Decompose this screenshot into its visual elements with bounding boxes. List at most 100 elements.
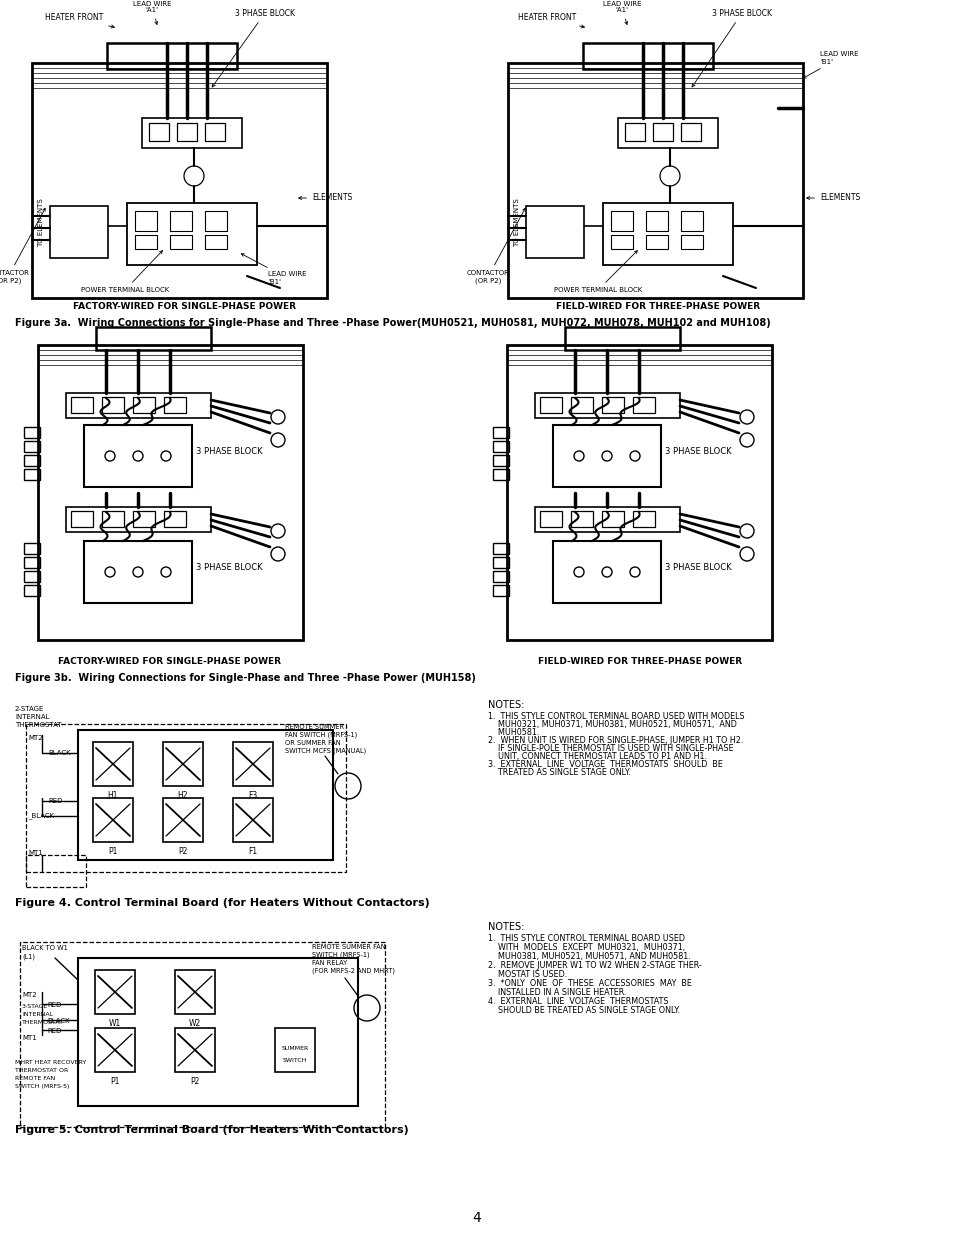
Text: Figure 3a.  Wiring Connections for Single-Phase and Three -Phase Power(MUH0521, : Figure 3a. Wiring Connections for Single…	[15, 317, 770, 329]
Text: P2: P2	[190, 1077, 199, 1086]
Text: LEAD WIRE
'B1': LEAD WIRE 'B1'	[241, 253, 306, 284]
Bar	[493, 571, 509, 582]
Bar	[633, 511, 655, 527]
Text: 3.  *ONLY  ONE  OF  THESE  ACCESSORIES  MAY  BE: 3. *ONLY ONE OF THESE ACCESSORIES MAY BE	[488, 979, 691, 988]
Bar	[38, 345, 303, 640]
Bar	[92, 798, 132, 842]
Bar	[493, 557, 509, 568]
Bar	[493, 469, 509, 480]
Text: THERMOSTAT OR: THERMOSTAT OR	[15, 1068, 69, 1073]
Text: (L1): (L1)	[22, 953, 35, 960]
Bar	[205, 124, 225, 141]
Text: F3: F3	[248, 790, 257, 800]
Text: SWITCH (MRFS-1): SWITCH (MRFS-1)	[312, 952, 369, 958]
Bar	[233, 742, 273, 785]
Bar	[535, 393, 679, 417]
Bar	[525, 206, 583, 258]
Text: FACTORY-WIRED FOR SINGLE-PHASE POWER: FACTORY-WIRED FOR SINGLE-PHASE POWER	[58, 657, 281, 666]
Text: TO ELEMENTS: TO ELEMENTS	[38, 199, 44, 247]
Text: UNIT, CONNECT THERMOSTAT LEADS TO P1 AND H1.: UNIT, CONNECT THERMOSTAT LEADS TO P1 AND…	[488, 752, 706, 761]
Text: LEAD WIRE
'A1': LEAD WIRE 'A1'	[602, 0, 640, 25]
Bar	[493, 543, 509, 555]
Text: 4: 4	[472, 1212, 481, 1225]
Text: FACTORY-WIRED FOR SINGLE-PHASE POWER: FACTORY-WIRED FOR SINGLE-PHASE POWER	[73, 303, 296, 311]
Bar	[493, 427, 509, 438]
Text: 2.  REMOVE JUMPER W1 TO W2 WHEN 2-STAGE THER-: 2. REMOVE JUMPER W1 TO W2 WHEN 2-STAGE T…	[488, 961, 701, 969]
Bar	[571, 396, 593, 412]
Text: TO ELEMENTS: TO ELEMENTS	[514, 199, 519, 247]
Bar	[24, 571, 40, 582]
Bar	[274, 1028, 314, 1072]
Bar	[26, 724, 346, 872]
Bar	[233, 798, 273, 842]
Bar	[163, 798, 203, 842]
Bar	[107, 43, 236, 69]
Bar	[24, 454, 40, 466]
Bar	[135, 211, 157, 231]
Bar	[127, 203, 256, 266]
Bar	[164, 396, 186, 412]
Bar	[680, 124, 700, 141]
Text: P1: P1	[111, 1077, 119, 1086]
Bar	[92, 742, 132, 785]
Bar	[66, 508, 211, 532]
Text: FAN SWITCH (MRFS-1): FAN SWITCH (MRFS-1)	[285, 732, 356, 739]
Bar	[96, 327, 211, 350]
Bar	[601, 511, 623, 527]
Bar	[610, 235, 633, 249]
Bar	[170, 235, 192, 249]
Text: (FOR MRFS-2 AND MHRT): (FOR MRFS-2 AND MHRT)	[312, 968, 395, 974]
Text: NOTES:: NOTES:	[488, 923, 524, 932]
Bar	[493, 454, 509, 466]
Text: CONTACTOR
(OR P2): CONTACTOR (OR P2)	[466, 209, 525, 284]
Bar	[645, 235, 667, 249]
Bar	[618, 119, 718, 148]
Text: SUMMER: SUMMER	[281, 1046, 309, 1051]
Bar	[174, 1028, 214, 1072]
Text: MUH0381, MUH0521, MUH0571, AND MUH0581.: MUH0381, MUH0521, MUH0571, AND MUH0581.	[488, 952, 690, 961]
Bar	[601, 396, 623, 412]
Bar	[24, 427, 40, 438]
Text: SWITCH: SWITCH	[282, 1057, 307, 1062]
Text: 3 PHASE BLOCK: 3 PHASE BLOCK	[212, 9, 294, 86]
Bar	[24, 557, 40, 568]
Bar	[71, 511, 92, 527]
Bar	[553, 425, 660, 487]
Bar	[71, 396, 92, 412]
Text: 3 PHASE BLOCK: 3 PHASE BLOCK	[664, 562, 731, 572]
Bar	[50, 206, 108, 258]
Text: LEAD WIRE
'B1': LEAD WIRE 'B1'	[802, 52, 858, 78]
Bar	[652, 124, 672, 141]
Bar	[102, 396, 124, 412]
Bar	[163, 742, 203, 785]
Bar	[24, 585, 40, 597]
Bar	[539, 511, 561, 527]
Bar	[205, 235, 227, 249]
Text: MT2: MT2	[22, 992, 36, 998]
Text: FIELD-WIRED FOR THREE-PHASE POWER: FIELD-WIRED FOR THREE-PHASE POWER	[537, 657, 741, 666]
Text: MUH0321, MUH0371, MUH0381, MUH0521, MUH0571,  AND: MUH0321, MUH0371, MUH0381, MUH0521, MUH0…	[488, 720, 736, 729]
Bar	[95, 1028, 135, 1072]
Text: LEAD WIRE
'A1': LEAD WIRE 'A1'	[132, 0, 172, 25]
Text: Figure 3b.  Wiring Connections for Single-Phase and Three -Phase Power (MUH158): Figure 3b. Wiring Connections for Single…	[15, 673, 476, 683]
Bar	[84, 541, 192, 603]
Text: SHOULD BE TREATED AS SINGLE STAGE ONLY.: SHOULD BE TREATED AS SINGLE STAGE ONLY.	[488, 1007, 679, 1015]
Text: NOTES:: NOTES:	[488, 700, 524, 710]
Bar	[20, 942, 385, 1128]
Text: RED: RED	[48, 798, 62, 804]
Bar	[205, 211, 227, 231]
Text: FAN RELAY: FAN RELAY	[312, 960, 347, 966]
Bar	[132, 511, 154, 527]
Text: MT1: MT1	[22, 1035, 37, 1041]
Text: INTERNAL: INTERNAL	[22, 1011, 53, 1016]
Bar	[142, 119, 242, 148]
Text: 3 PHASE BLOCK: 3 PHASE BLOCK	[664, 447, 731, 456]
Text: MHRT HEAT RECOVERY: MHRT HEAT RECOVERY	[15, 1060, 86, 1065]
Text: H1: H1	[108, 790, 118, 800]
Text: Figure 5. Control Terminal Board (for Heaters With Contactors): Figure 5. Control Terminal Board (for He…	[15, 1125, 408, 1135]
Text: REMOTE SUMMER FAN: REMOTE SUMMER FAN	[312, 944, 385, 950]
Text: HEATER FRONT: HEATER FRONT	[45, 14, 114, 28]
Text: RED: RED	[47, 1002, 61, 1008]
Text: 4.  EXTERNAL  LINE  VOLTAGE  THERMOSTATS: 4. EXTERNAL LINE VOLTAGE THERMOSTATS	[488, 997, 668, 1007]
Text: MT2: MT2	[28, 735, 43, 741]
